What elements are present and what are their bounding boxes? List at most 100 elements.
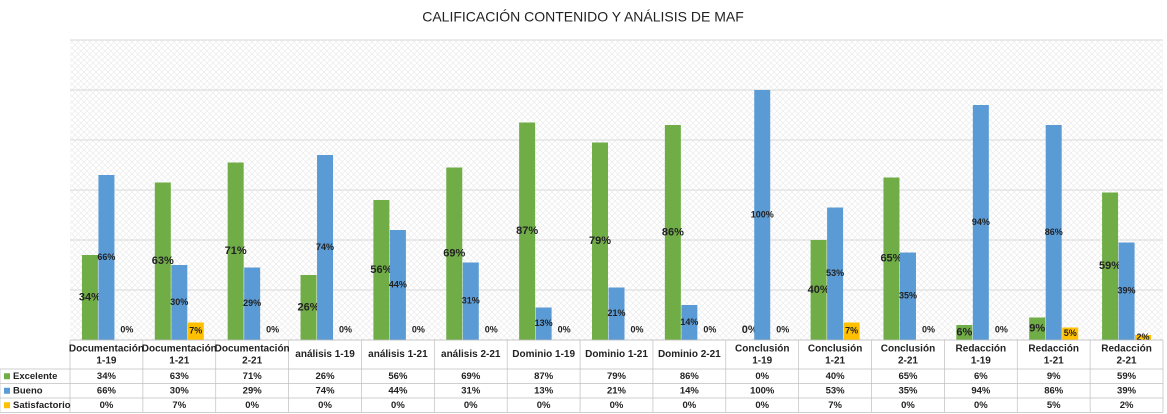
table-value: 94% — [971, 385, 991, 396]
table-value: 66% — [97, 385, 117, 396]
table-value: 0% — [974, 400, 988, 411]
data-label: 14% — [680, 317, 698, 327]
table-value: 53% — [826, 385, 846, 396]
data-label: 0% — [995, 324, 1008, 334]
data-label: 86% — [1045, 227, 1063, 237]
table-value: 40% — [826, 371, 846, 382]
table-value: 69% — [461, 371, 481, 382]
data-label: 44% — [389, 279, 407, 289]
table-value: 31% — [461, 385, 481, 396]
data-label: 65% — [880, 253, 902, 265]
category-label: Redacción 2-21 — [1101, 343, 1152, 366]
bar — [899, 252, 916, 340]
table-value: 0% — [682, 400, 696, 411]
table-value: 0% — [901, 400, 915, 411]
table-value: 86% — [680, 371, 700, 382]
table-value: 0% — [755, 400, 769, 411]
data-label: 63% — [152, 255, 174, 267]
table-value: 63% — [170, 371, 190, 382]
data-label: 0% — [339, 324, 352, 334]
table-value: 21% — [607, 385, 627, 396]
bar — [462, 262, 479, 340]
legend-key — [4, 387, 10, 394]
bar — [81, 255, 98, 340]
legend-label: Bueno — [13, 385, 43, 396]
table-value: 87% — [534, 371, 554, 382]
legend-label: Excelente — [13, 371, 57, 382]
table-value: 71% — [243, 371, 263, 382]
category-label: Conclusión 2-21 — [881, 343, 935, 366]
category-label: Documentación 2-21 — [215, 343, 290, 366]
table-value: 13% — [534, 385, 554, 396]
data-label: 87% — [516, 225, 538, 237]
bar — [1135, 335, 1152, 340]
bar — [883, 177, 900, 340]
table-value: 39% — [1117, 385, 1137, 396]
category-label: Dominio 1-19 — [512, 349, 575, 360]
data-label: 39% — [1118, 286, 1136, 296]
table-value: 0% — [537, 400, 551, 411]
table-value: 0% — [318, 400, 332, 411]
chart-title: CALIFICACIÓN CONTENIDO Y ANÁLISIS DE MAF — [422, 9, 744, 25]
bar — [827, 207, 844, 340]
category-label: Dominio 1-21 — [585, 349, 648, 360]
data-label: 69% — [443, 248, 465, 260]
data-label: 30% — [170, 297, 188, 307]
data-label: 71% — [225, 245, 247, 257]
category-label: Documentación 1-19 — [69, 343, 144, 366]
bar — [446, 167, 463, 340]
bar — [681, 305, 698, 340]
category-label: análisis 2-21 — [441, 349, 501, 360]
bar — [1045, 125, 1062, 340]
data-label: 0% — [485, 324, 498, 334]
bar — [171, 265, 188, 340]
table-value: 0% — [610, 400, 624, 411]
bar — [317, 155, 334, 340]
table-value: 0% — [245, 400, 259, 411]
table-value: 100% — [750, 385, 775, 396]
data-label: 34% — [79, 291, 101, 303]
data-label: 0% — [742, 324, 758, 336]
table-value: 0% — [464, 400, 478, 411]
data-label: 13% — [535, 318, 553, 328]
table-value: 9% — [1047, 371, 1061, 382]
data-label: 0% — [412, 324, 425, 334]
category-label: Conclusión 1-19 — [735, 343, 789, 366]
data-label: 56% — [370, 264, 392, 276]
table-value: 0% — [100, 400, 114, 411]
bar — [98, 175, 115, 340]
data-label: 29% — [243, 298, 261, 308]
table-value: 7% — [828, 400, 842, 411]
data-label: 5% — [1064, 328, 1077, 338]
category-label: análisis 1-19 — [295, 349, 355, 360]
data-label: 100% — [751, 209, 774, 219]
category-label: Redacción 1-19 — [956, 343, 1007, 366]
data-label: 0% — [703, 324, 716, 334]
bar — [956, 325, 973, 340]
data-label: 86% — [662, 226, 684, 238]
bar — [187, 322, 204, 340]
table-value: 14% — [680, 385, 700, 396]
data-label: 26% — [298, 301, 320, 313]
table-value: 26% — [316, 371, 336, 382]
bar — [373, 200, 390, 340]
data-label: 53% — [826, 268, 844, 278]
data-label: 9% — [1029, 323, 1045, 335]
data-label: 79% — [589, 235, 611, 247]
bar — [592, 142, 608, 340]
legend-key — [4, 373, 10, 380]
bar — [1102, 192, 1119, 340]
data-label: 0% — [266, 324, 279, 334]
table-value: 29% — [243, 385, 263, 396]
table-value: 86% — [1044, 385, 1064, 396]
data-label: 0% — [922, 324, 935, 334]
category-label: Conclusión 1-21 — [808, 343, 862, 366]
table-value: 59% — [1117, 371, 1137, 382]
table-value: 5% — [1047, 400, 1061, 411]
bar — [519, 122, 536, 340]
data-label: 0% — [558, 324, 571, 334]
bar — [389, 230, 406, 340]
data-label: 2% — [1137, 332, 1150, 342]
bar — [1029, 317, 1046, 340]
